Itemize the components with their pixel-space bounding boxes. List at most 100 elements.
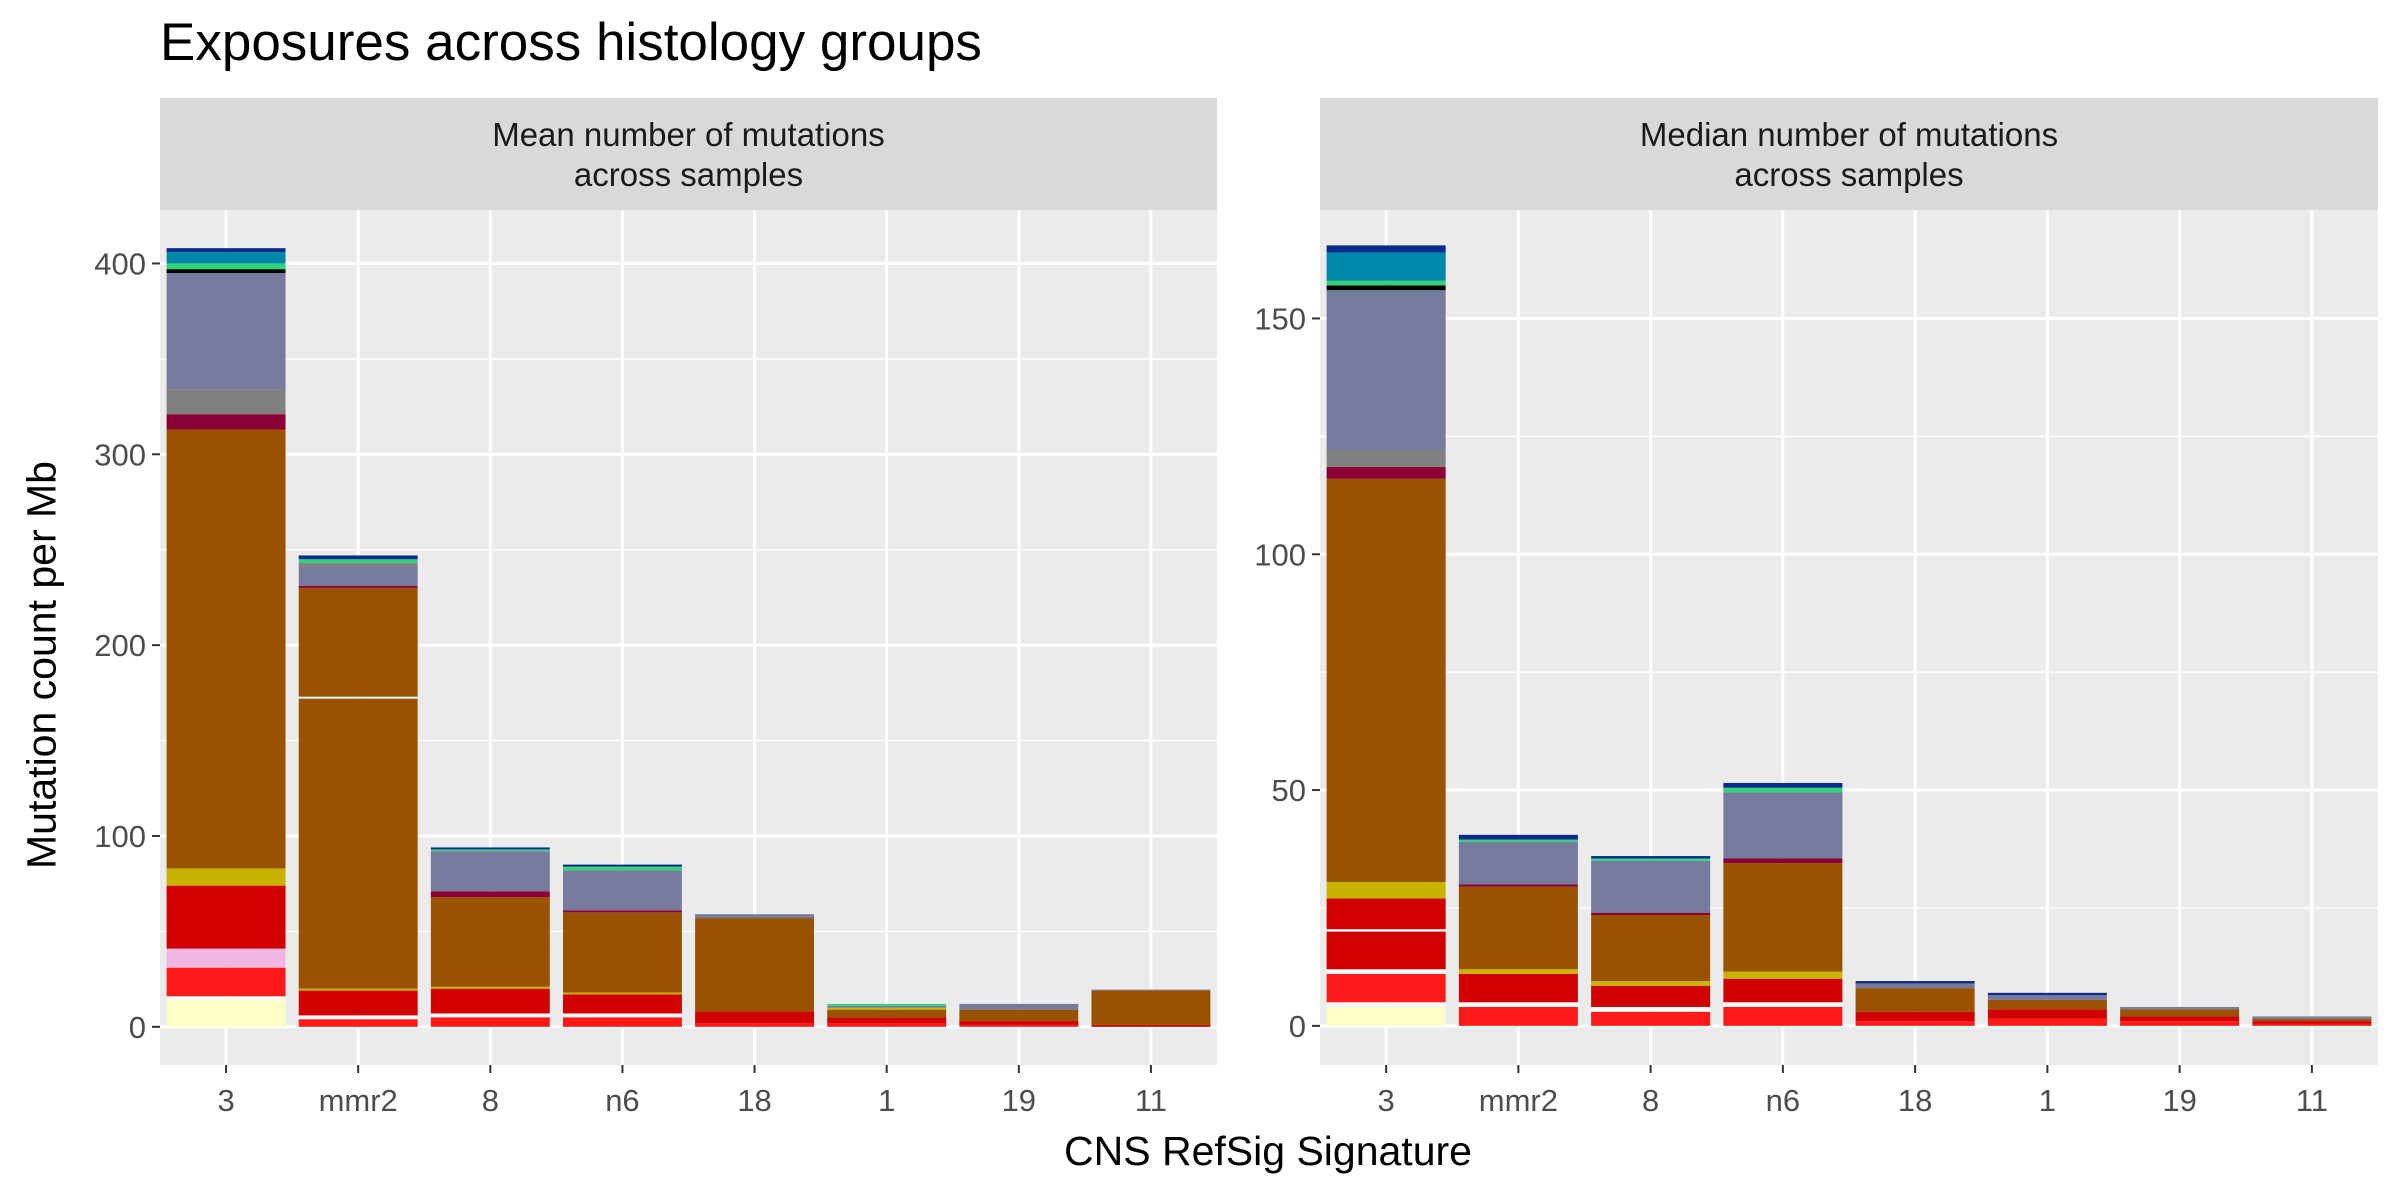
bar-segment	[1987, 995, 2107, 1000]
bar-segment	[1458, 886, 1578, 970]
bar-segment	[1987, 1018, 2107, 1026]
x-tick-label: 1	[878, 1083, 895, 1118]
bar-segment	[2120, 1016, 2240, 1022]
bar-segment	[2120, 1009, 2240, 1017]
bar-segment	[1987, 992, 2107, 996]
x-tick-label: 18	[1898, 1083, 1932, 1118]
bar-segment	[298, 585, 418, 588]
bar-segment	[959, 1003, 1079, 1010]
y-tick-label: 100	[1254, 537, 1306, 572]
bar-segment	[562, 864, 682, 867]
bar-segment	[1458, 884, 1578, 887]
bar-segment	[562, 912, 682, 993]
bar-segment	[430, 988, 550, 1014]
bar-segment	[430, 847, 550, 850]
bar-stack	[562, 864, 682, 1027]
bar-segment	[166, 429, 286, 869]
bar-segment	[298, 563, 418, 567]
bar-segment	[166, 251, 286, 264]
bar-segment	[1591, 1011, 1711, 1026]
bar-segment	[1591, 858, 1711, 861]
y-tick-label: 400	[94, 246, 146, 281]
bar-stack	[430, 847, 550, 1027]
bar-segment	[1723, 782, 1843, 788]
bar-segment	[695, 918, 815, 1012]
bar-segment	[1723, 858, 1843, 864]
bar-segment	[430, 1013, 550, 1018]
bar-segment	[695, 1011, 815, 1024]
bar-segment	[1591, 1006, 1711, 1012]
bar-segment	[1326, 898, 1446, 930]
y-tick-label: 200	[94, 628, 146, 663]
chart-title: Exposures across histology groups	[160, 13, 982, 72]
x-tick-label: mmr2	[319, 1083, 398, 1118]
bar-segment	[166, 948, 286, 968]
bar-segment	[298, 1015, 418, 1020]
bar-segment	[1326, 285, 1446, 291]
bar-segment	[1723, 1002, 1843, 1007]
bar-segment	[166, 389, 286, 415]
bar-segment	[1326, 467, 1446, 479]
bar-segment	[827, 1023, 947, 1027]
x-tick-label: 3	[217, 1083, 234, 1118]
bar-segment	[827, 1005, 947, 1008]
bar-segment	[1458, 1006, 1578, 1026]
bar-segment	[959, 1009, 1079, 1022]
bar-segment	[959, 1024, 1079, 1027]
bar-segment	[298, 1019, 418, 1027]
bar-segment	[1326, 478, 1446, 883]
bar-segment	[1591, 981, 1711, 986]
bar-segment	[2120, 1006, 2240, 1010]
bar-segment	[562, 870, 682, 911]
facet-strip	[160, 98, 1217, 210]
bar-segment	[1723, 792, 1843, 859]
bar-segment	[1855, 983, 1975, 989]
x-tick-label: 11	[2296, 1083, 2328, 1118]
bar-segment	[562, 910, 682, 913]
bar-segment	[166, 967, 286, 997]
bar-segment	[827, 1009, 947, 1018]
x-tick-label: 8	[482, 1083, 499, 1118]
bar-segment	[430, 851, 550, 892]
x-tick-label: 11	[1135, 1083, 1167, 1118]
bar-segment	[1591, 856, 1711, 859]
bar-segment	[298, 559, 418, 564]
y-tick-label: 0	[129, 1010, 146, 1045]
bar-segment	[827, 1017, 947, 1024]
bar-segment	[1326, 450, 1446, 468]
bar-stack	[695, 914, 815, 1027]
bar-segment	[166, 1000, 286, 1027]
bar-stack	[2252, 1016, 2372, 1026]
bar-segment	[166, 248, 286, 252]
bar-segment	[2252, 1018, 2372, 1022]
bar-segment	[166, 996, 286, 1001]
bar-segment	[1458, 841, 1578, 885]
bar-segment	[298, 698, 418, 989]
x-tick-label: 1	[2039, 1083, 2056, 1118]
bar-segment	[298, 696, 418, 699]
x-axis-label: CNS RefSig Signature	[1064, 1128, 1472, 1174]
bar-segment	[1855, 988, 1975, 1012]
bar-segment	[1091, 989, 1211, 991]
bar-segment	[959, 1021, 1079, 1025]
bar-segment	[166, 263, 286, 270]
bar-stack	[959, 1003, 1079, 1027]
bar-segment	[2252, 1016, 2372, 1019]
bar-segment	[2252, 1021, 2372, 1024]
bar-segment	[1091, 1024, 1211, 1027]
bar-segment	[1326, 969, 1446, 974]
bar-stack	[298, 555, 418, 1027]
bar-stack	[1091, 989, 1211, 1027]
x-tick-label: n6	[605, 1083, 639, 1118]
facet-strip-label: across samples	[574, 156, 803, 193]
facet-strip-label: across samples	[1734, 156, 1963, 193]
bar-segment	[166, 272, 286, 390]
bar-segment	[1458, 969, 1578, 974]
bar-segment	[1458, 1002, 1578, 1007]
bar-stack	[1326, 245, 1446, 1026]
bar-segment	[298, 587, 418, 697]
bar-segment	[1326, 252, 1446, 281]
bar-segment	[1855, 1011, 1975, 1022]
bar-segment	[695, 1023, 815, 1027]
